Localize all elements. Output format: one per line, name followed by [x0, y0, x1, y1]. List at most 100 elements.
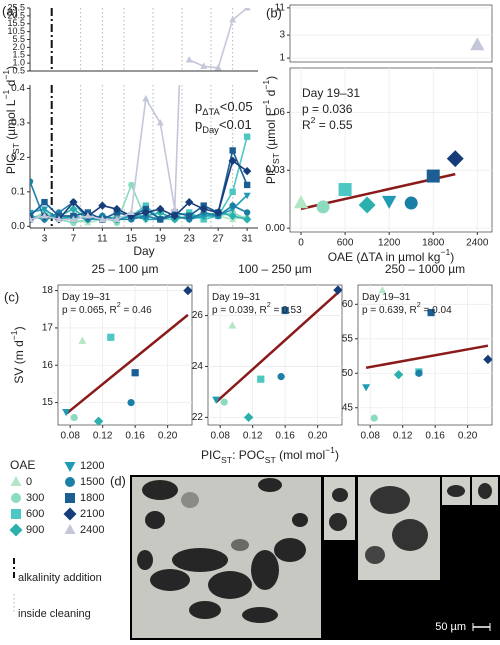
marker: [378, 286, 387, 294]
plot-area: [470, 37, 485, 51]
legend-marker: [11, 509, 21, 519]
x-tick-label: 15: [126, 234, 138, 245]
annotation: p = 0.039, R2 = 0.53: [212, 300, 302, 315]
marker: [293, 195, 309, 209]
marker: [228, 156, 237, 165]
chart-title: 250 – 1000 µm: [385, 262, 465, 276]
marker: [107, 333, 115, 341]
marker: [229, 202, 236, 209]
text-part: p = 0.639, R: [362, 305, 417, 316]
marker: [229, 188, 236, 196]
marker: [483, 354, 492, 365]
particle: [332, 488, 348, 502]
text-part: p: [195, 117, 202, 132]
marker: [446, 150, 464, 168]
chart-title: 25 – 100 µm: [92, 262, 159, 276]
y-tick-label: 11: [275, 2, 286, 13]
x-tick-label: 0.08: [60, 431, 80, 442]
marker: [242, 166, 252, 176]
y-tick-label: 20.5: [7, 10, 25, 20]
text-part: −1: [1, 89, 11, 99]
x-tick-label: 23: [184, 234, 196, 245]
y-tick-label: 3: [279, 30, 285, 41]
y-tick-label: 0.2: [11, 152, 25, 163]
marker: [393, 369, 404, 380]
text-part: <0.01: [219, 117, 252, 132]
annotation: Day 19–31: [62, 292, 111, 303]
text-part: Day 19–31: [62, 292, 111, 303]
marker: [427, 308, 435, 317]
text-part: ): [335, 448, 339, 462]
text-part: = 0.04: [421, 305, 452, 316]
marker: [98, 201, 107, 210]
marker: [171, 205, 179, 212]
text-part: −1: [440, 247, 450, 257]
y-tick-label: 0.06: [266, 107, 286, 118]
text-part: Day 19–31: [362, 292, 411, 303]
text-part: (µmol L: [4, 99, 18, 143]
series-line: [30, 136, 248, 221]
marker: [98, 215, 106, 222]
text-part: OAE (ΔTA in µmol kg: [328, 250, 441, 264]
legend-label: 600: [26, 508, 44, 520]
marker: [404, 196, 418, 210]
marker: [214, 64, 222, 71]
marker: [214, 208, 223, 217]
text-part: = 0.53: [271, 305, 302, 316]
text-part: −1: [261, 80, 271, 90]
text-part: PIC: [201, 448, 221, 462]
x-tick-label: 0.12: [243, 431, 263, 442]
y-tick-label: 1.5: [12, 50, 25, 60]
marker: [470, 37, 485, 51]
text-part: = 0.46: [121, 305, 152, 316]
text-part: p: [195, 99, 202, 114]
marker: [127, 208, 135, 216]
marker: [281, 306, 289, 315]
marker: [243, 192, 251, 200]
text-part: −1: [9, 330, 19, 340]
annotation: Day 19–31: [212, 292, 261, 303]
legend-marker: [11, 493, 21, 503]
text-part: SV (m d: [12, 340, 26, 383]
y-tick-label: 55: [342, 333, 354, 344]
text-part: p = 0.036: [302, 102, 353, 116]
x-axis-label: Day: [133, 244, 154, 258]
marker: [185, 197, 194, 207]
fit-line: [215, 291, 339, 404]
legend-label: 2400: [80, 524, 104, 536]
annotation: R2 = 0.55: [302, 115, 353, 132]
particles: [137, 478, 308, 623]
marker: [362, 384, 371, 392]
legend-marker: [64, 524, 76, 534]
x-tick-label: 7: [71, 234, 77, 245]
legend-label: alkalinity addition: [18, 572, 102, 584]
x-tick-label: 0.16: [425, 431, 445, 442]
marker: [156, 119, 164, 126]
legend-marker: [64, 462, 76, 472]
y-tick-label: 0.1: [11, 186, 25, 197]
plot-frame: [207, 284, 343, 426]
marker: [220, 398, 228, 406]
marker: [70, 413, 78, 422]
particle: [365, 546, 385, 564]
x-tick-label: 11: [97, 234, 108, 245]
y-tick-label: 10.5: [7, 26, 25, 36]
scale-bar-label: 50 µm: [435, 621, 466, 633]
text-part: PIC: [4, 154, 18, 174]
text-part: ST: [221, 455, 233, 465]
text-part: ST: [265, 455, 277, 465]
marker: [186, 212, 193, 220]
text-part: = 0.55: [315, 118, 352, 132]
y-tick-label: 2.0: [12, 42, 25, 52]
text-part: −1: [1, 70, 11, 80]
x-tick-label: 600: [337, 238, 354, 249]
x-tick-label: 0.12: [93, 431, 113, 442]
marker: [84, 212, 92, 219]
annotation: pΔTA<0.05: [195, 99, 253, 117]
marker: [141, 208, 150, 217]
x-tick-label: 0.20: [458, 431, 478, 442]
plot-area: [293, 150, 464, 214]
y-tick-label: 1: [279, 53, 285, 64]
marker: [228, 211, 237, 221]
